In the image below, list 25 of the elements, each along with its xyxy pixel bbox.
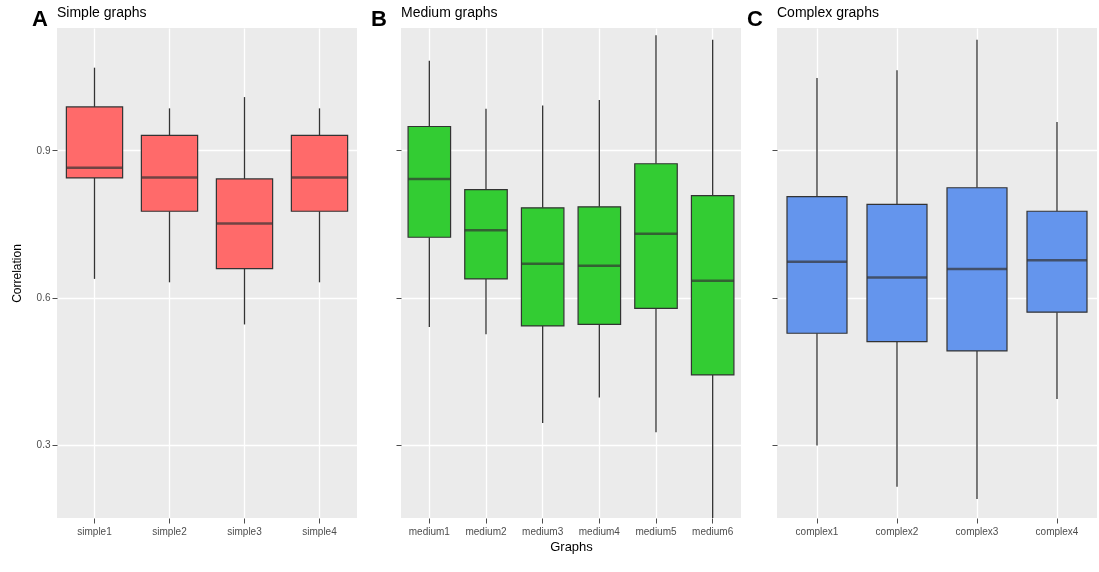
chart-title: Simple graphs bbox=[57, 4, 147, 20]
chart-title: Medium graphs bbox=[401, 4, 498, 20]
x-tick-label: medium3 bbox=[522, 525, 564, 537]
x-tick-label: medium2 bbox=[465, 525, 507, 537]
y-tick-label: 0.3 bbox=[36, 439, 51, 450]
text: B bbox=[371, 6, 387, 32]
x-tick-label: simple3 bbox=[227, 525, 263, 537]
x-tick-label: simple1 bbox=[77, 525, 113, 537]
x-tick-label: complex4 bbox=[1035, 525, 1079, 537]
x-tick-label: complex1 bbox=[795, 525, 839, 537]
x-tick-label: complex2 bbox=[875, 525, 919, 537]
y-axis-title: Correlation bbox=[9, 244, 24, 303]
x-tick-label: medium4 bbox=[578, 525, 621, 537]
x-axis-title: Graphs bbox=[550, 538, 594, 554]
x-tick-label: simple2 bbox=[152, 525, 188, 537]
x-tick-label: simple4 bbox=[302, 525, 338, 537]
x-tick-label: medium1 bbox=[408, 525, 451, 537]
x-tick-label: medium5 bbox=[635, 525, 677, 537]
y-tick-label: 0.9 bbox=[36, 145, 51, 156]
text: C bbox=[747, 6, 763, 32]
y-tick-label: 0.6 bbox=[36, 292, 51, 303]
x-tick-label: complex3 bbox=[955, 525, 999, 537]
text: A bbox=[32, 6, 48, 32]
x-tick-label: medium6 bbox=[692, 525, 734, 537]
chart-title: Complex graphs bbox=[777, 4, 879, 20]
